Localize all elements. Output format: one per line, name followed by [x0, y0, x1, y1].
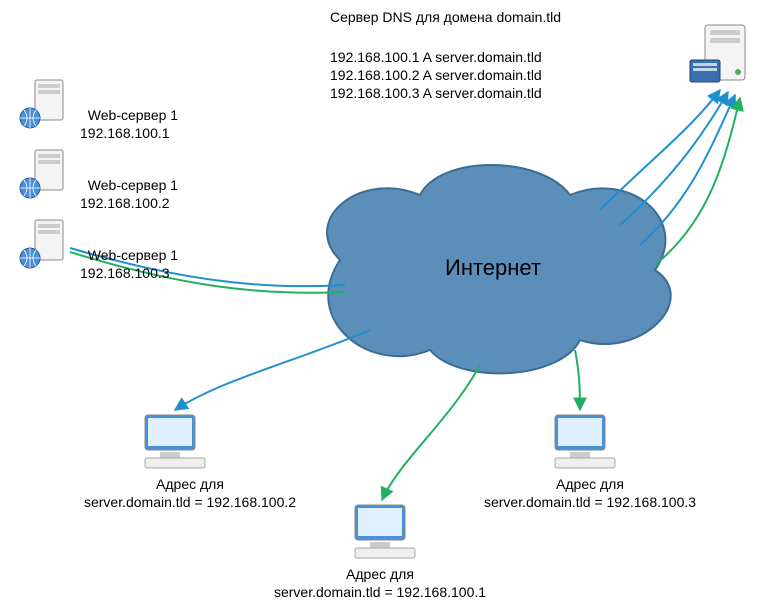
client-2-label: Адрес дляserver.domain.tld = 192.168.100… — [250, 565, 510, 601]
client-3-label: Адрес дляserver.domain.tld = 192.168.100… — [460, 475, 720, 511]
dns-record: 192.168.100.3 A server.domain.tld — [330, 84, 542, 102]
client-2-icon — [355, 505, 415, 558]
dns-record: 192.168.100.1 A server.domain.tld — [330, 48, 542, 66]
client-1-icon — [145, 415, 205, 468]
webserver-3-icon — [20, 220, 63, 268]
webserver-2-icon — [20, 150, 63, 198]
dns-records: 192.168.100.1 A server.domain.tld 192.16… — [330, 48, 542, 103]
webserver-1-icon — [20, 80, 63, 128]
client-1-label: Адрес дляserver.domain.tld = 192.168.100… — [60, 475, 320, 511]
dns-title: Сервер DNS для домена domain.tld — [330, 8, 561, 26]
webserver-2-label: Web-сервер 1192.168.100.2 — [80, 158, 178, 213]
webserver-3-label: Web-сервер 1192.168.100.3 — [80, 228, 178, 283]
dns-record: 192.168.100.2 A server.domain.tld — [330, 66, 542, 84]
dns-server-icon — [690, 25, 745, 82]
cloud-label: Интернет — [445, 255, 541, 281]
client-3-icon — [555, 415, 615, 468]
webserver-1-label: Web-сервер 1192.168.100.1 — [80, 88, 178, 143]
